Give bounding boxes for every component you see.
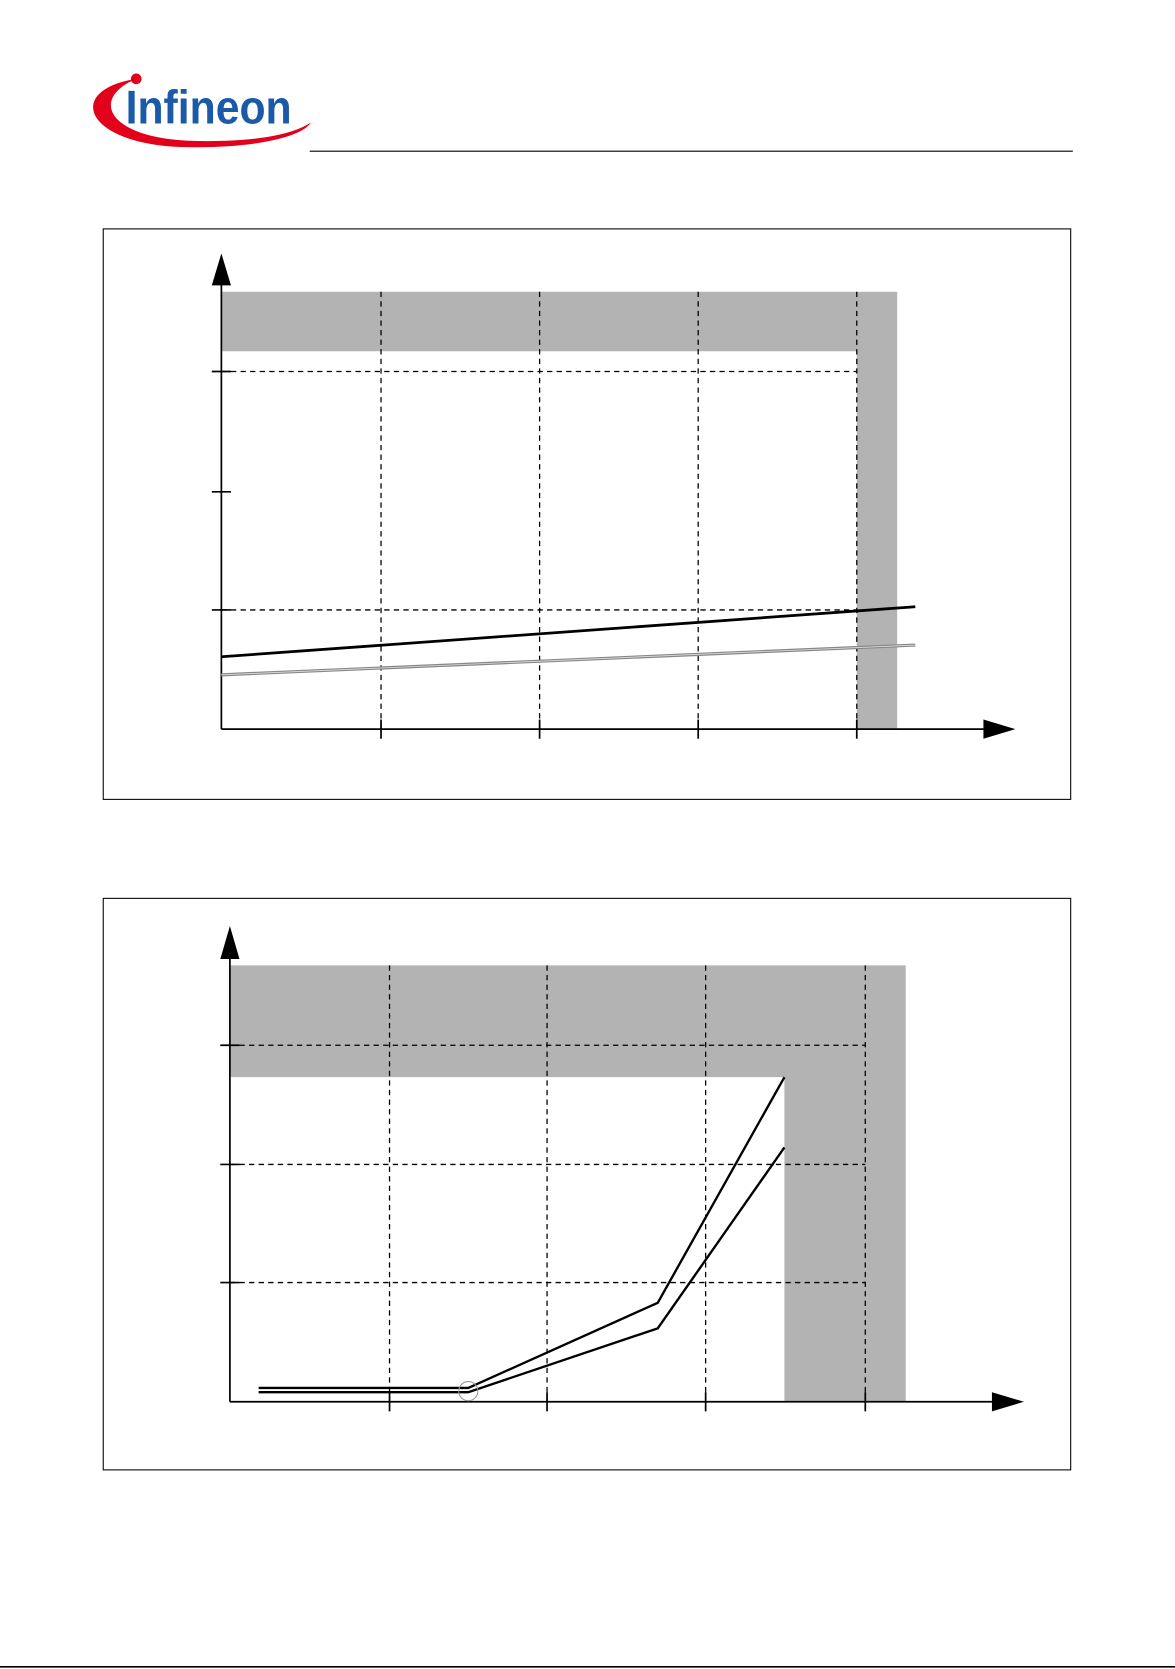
logo-text: Infineon [126,82,292,134]
curve [258,1146,786,1394]
logo-dot [130,73,142,85]
axes [220,952,999,1412]
axes [211,278,990,739]
diagram-1 [102,228,1072,800]
curve-inner [221,644,916,676]
grid [221,291,858,730]
logo: Infineon [93,73,311,148]
marker-circle [458,1381,479,1402]
limit-region [221,291,898,730]
curve [221,605,916,659]
diagram-2 [102,897,1072,1471]
frame [102,228,1072,800]
grid [229,965,866,1402]
frame [102,897,1072,1471]
limit-region [229,965,906,1402]
curve [258,1076,786,1390]
logo-swoosh [93,78,311,148]
